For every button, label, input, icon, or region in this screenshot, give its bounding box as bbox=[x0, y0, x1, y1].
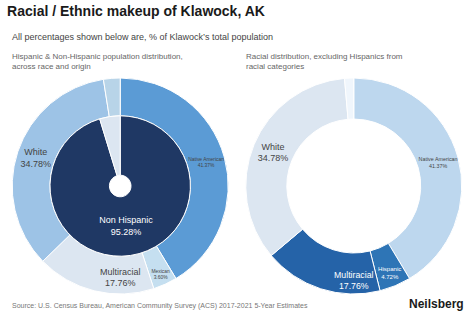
svg-text:Non Hispanic95.28%: Non Hispanic95.28% bbox=[99, 215, 153, 237]
svg-text:White34.78%: White34.78% bbox=[20, 147, 51, 169]
svg-text:Racial distribution, excluding: Racial distribution, excluding Hispanics… bbox=[246, 52, 403, 71]
svg-text:All percentages shown below ar: All percentages shown below are, % of Kl… bbox=[12, 32, 273, 42]
svg-text:Native American41.37%: Native American41.37% bbox=[419, 156, 458, 169]
svg-text:Source: U.S. Census Bureau, Am: Source: U.S. Census Bureau, American Com… bbox=[12, 302, 308, 310]
svg-text:Multiracial17.76%: Multiracial17.76% bbox=[334, 270, 374, 291]
svg-text:Neilsberg: Neilsberg bbox=[409, 297, 464, 311]
svg-text:Native American41.37%: Native American41.37% bbox=[188, 157, 224, 168]
svg-text:Multiracial17.76%: Multiracial17.76% bbox=[100, 267, 141, 289]
svg-text:White34.78%: White34.78% bbox=[258, 142, 289, 164]
svg-text:Hispanic & Non-Hispanic popula: Hispanic & Non-Hispanic population distr… bbox=[12, 52, 183, 71]
svg-text:Racial / Ethnic makeup of Klaw: Racial / Ethnic makeup of Klawock, AK bbox=[7, 3, 265, 19]
svg-text:Mexican3.60%: Mexican3.60% bbox=[151, 269, 170, 280]
svg-text:Hispanic4.72%: Hispanic4.72% bbox=[378, 266, 401, 280]
